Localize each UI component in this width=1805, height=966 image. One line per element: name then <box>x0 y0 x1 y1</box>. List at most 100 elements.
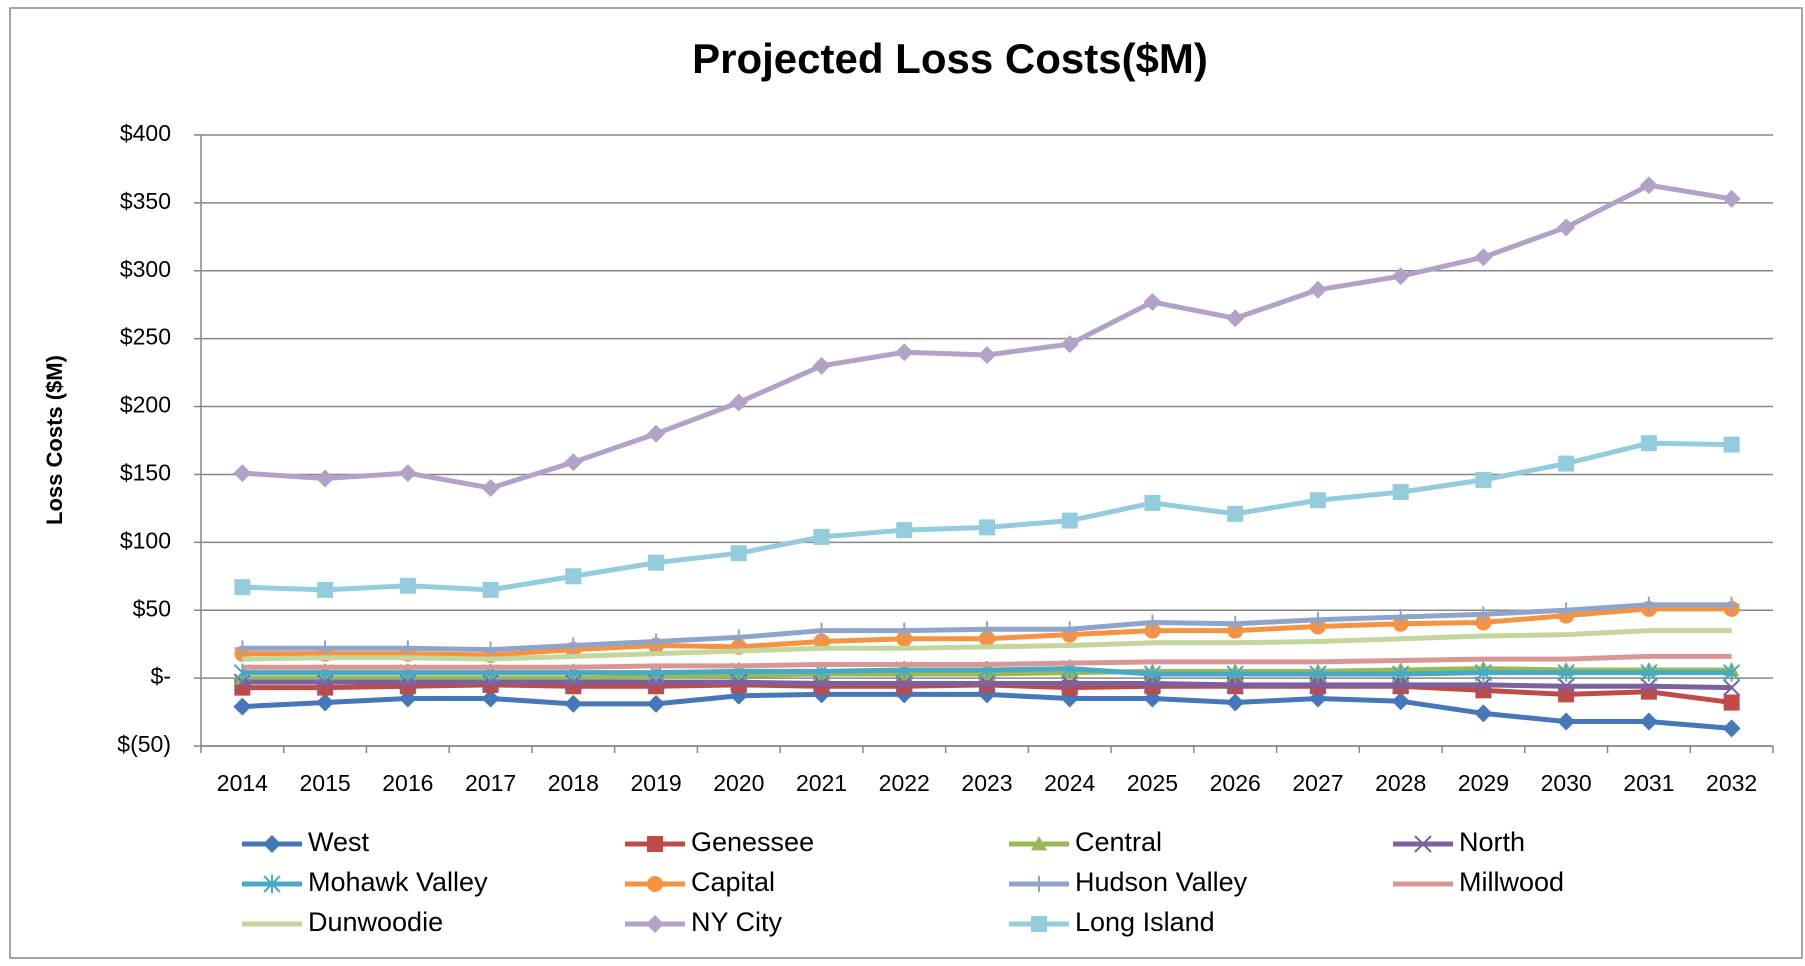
y-tick-label: $350 <box>120 188 171 214</box>
marker <box>648 554 665 571</box>
y-tick-label: $(50) <box>117 731 171 757</box>
marker <box>317 640 334 657</box>
x-tick-label: 2032 <box>1706 770 1757 796</box>
marker <box>730 629 747 646</box>
marker <box>1144 622 1161 639</box>
marker <box>1308 280 1327 299</box>
marker <box>648 633 665 650</box>
legend-label: Mohawk Valley <box>308 867 488 897</box>
x-tick-label: 2019 <box>630 770 681 796</box>
marker <box>1143 293 1162 312</box>
marker <box>1723 694 1740 711</box>
marker <box>1639 712 1658 731</box>
marker <box>978 345 996 364</box>
marker <box>646 915 664 933</box>
marker <box>1392 484 1409 501</box>
marker <box>398 464 417 483</box>
x-tick-label: 2017 <box>465 770 516 796</box>
marker <box>482 581 499 598</box>
legend-label: North <box>1459 827 1525 857</box>
y-tick-label: $100 <box>120 527 171 553</box>
legend-label: Millwood <box>1459 867 1564 897</box>
marker <box>1144 614 1161 631</box>
marker <box>1227 615 1244 632</box>
x-tick-label: 2023 <box>961 770 1012 796</box>
y-tick-label: $300 <box>120 256 171 282</box>
marker <box>233 464 252 483</box>
y-tick-label: $50 <box>133 595 171 621</box>
marker <box>1639 176 1658 195</box>
x-tick-label: 2024 <box>1044 770 1095 796</box>
marker <box>1144 494 1161 511</box>
legend-label: Hudson Valley <box>1075 867 1248 897</box>
marker <box>316 469 335 488</box>
marker <box>1474 676 1493 694</box>
marker <box>647 694 666 713</box>
x-tick-label: 2014 <box>217 770 268 796</box>
marker <box>1475 471 1492 488</box>
x-tick-label: 2026 <box>1210 770 1261 796</box>
marker <box>812 674 831 693</box>
marker <box>1309 665 1327 684</box>
marker <box>1640 677 1658 695</box>
marker <box>1558 686 1575 703</box>
marker <box>1061 674 1079 693</box>
marker <box>1722 678 1741 697</box>
marker <box>1226 693 1245 712</box>
x-tick-label: 2027 <box>1292 770 1343 796</box>
marker <box>1722 189 1741 208</box>
x-tick-label: 2020 <box>713 770 764 796</box>
series-line <box>242 628 1732 662</box>
marker <box>1061 512 1078 529</box>
legend-label: West <box>308 827 370 857</box>
marker <box>1031 916 1047 932</box>
marker <box>647 876 663 892</box>
marker <box>316 693 335 712</box>
marker <box>1558 455 1575 472</box>
marker <box>263 835 281 853</box>
marker <box>481 689 500 708</box>
marker <box>1557 663 1575 682</box>
marker <box>647 836 663 852</box>
marker <box>1227 505 1244 522</box>
marker <box>1309 492 1326 509</box>
marker <box>1557 677 1575 695</box>
marker <box>979 630 995 647</box>
y-axis-label: Loss Costs ($M) <box>42 355 67 525</box>
x-tick-label: 2030 <box>1541 770 1592 796</box>
marker <box>482 641 499 658</box>
x-tick-label: 2021 <box>796 770 847 796</box>
marker <box>896 678 913 695</box>
x-tick-label: 2018 <box>548 770 599 796</box>
marker <box>1640 596 1657 613</box>
marker <box>399 640 416 657</box>
marker <box>979 519 995 536</box>
marker <box>233 697 252 716</box>
marker <box>1474 248 1493 267</box>
marker <box>481 479 500 498</box>
marker <box>896 622 913 639</box>
marker <box>1392 609 1409 626</box>
marker <box>647 424 666 443</box>
marker <box>978 674 996 693</box>
marker <box>729 393 748 412</box>
marker <box>1226 309 1245 328</box>
marker <box>1061 621 1078 638</box>
marker <box>1557 218 1576 237</box>
marker <box>813 678 830 695</box>
legend-label: Long Island <box>1075 907 1215 937</box>
marker <box>1391 665 1410 684</box>
marker <box>812 356 831 375</box>
marker <box>1558 602 1575 619</box>
marker <box>234 579 251 596</box>
marker <box>1060 335 1079 354</box>
y-tick-label: $200 <box>120 392 171 418</box>
legend-label: Central <box>1075 827 1162 857</box>
marker <box>1391 267 1410 286</box>
marker <box>896 522 913 539</box>
legend-label: Capital <box>691 867 775 897</box>
marker <box>813 528 830 545</box>
chart-border <box>9 7 1803 959</box>
marker <box>1226 665 1244 684</box>
